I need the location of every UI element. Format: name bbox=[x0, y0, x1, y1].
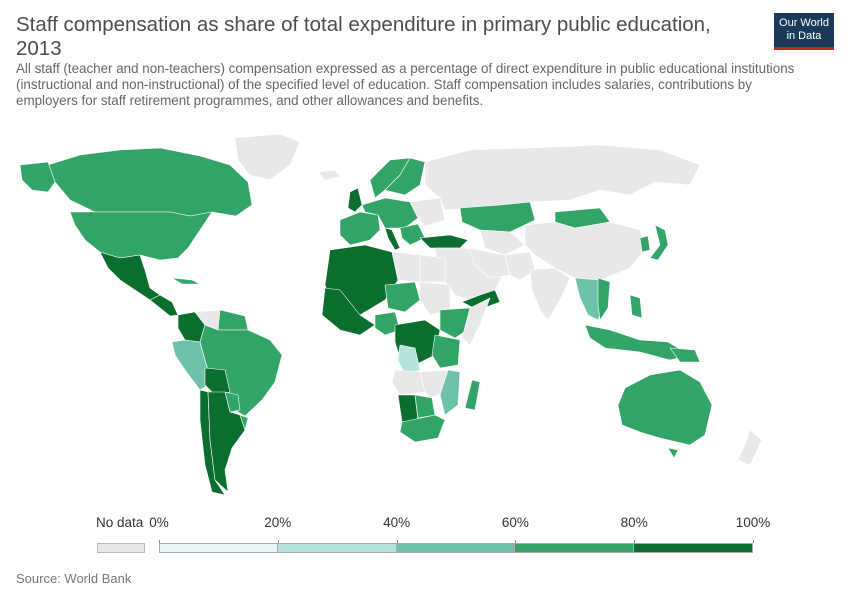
legend-tick-mark bbox=[634, 540, 636, 543]
logo-line-2: in Data bbox=[786, 30, 822, 42]
legend-bin-60-80[interactable] bbox=[515, 543, 635, 553]
cuba bbox=[171, 277, 201, 285]
guianas bbox=[217, 309, 249, 331]
australia bbox=[617, 369, 713, 446]
color-legend: No data 0% 20% 40% 60% 80% 100% bbox=[0, 505, 850, 565]
world-map[interactable] bbox=[0, 120, 850, 500]
legend-nodata-swatch[interactable] bbox=[97, 543, 145, 553]
argentina bbox=[207, 391, 246, 493]
legend-tick-label: 0% bbox=[149, 515, 169, 530]
mexico bbox=[99, 251, 161, 301]
mozambique bbox=[439, 369, 461, 416]
central-america bbox=[149, 294, 179, 317]
philippines bbox=[629, 294, 643, 319]
usa bbox=[69, 211, 213, 261]
tasmania bbox=[667, 447, 679, 459]
kazakhstan bbox=[459, 201, 536, 233]
west-africa bbox=[321, 287, 376, 336]
alaska bbox=[19, 161, 56, 193]
legend-tick-mark bbox=[277, 540, 279, 543]
legend-tick-label: 20% bbox=[264, 515, 292, 530]
uk bbox=[347, 187, 363, 213]
greenland bbox=[234, 133, 301, 181]
japan bbox=[649, 224, 669, 261]
legend-bin-40-60[interactable] bbox=[396, 543, 516, 553]
somalia bbox=[461, 297, 491, 346]
namibia bbox=[397, 394, 419, 423]
legend-tick-label: 80% bbox=[620, 515, 648, 530]
legend-bin-20-40[interactable] bbox=[277, 543, 397, 553]
egypt bbox=[419, 254, 446, 283]
uruguay bbox=[239, 414, 249, 431]
vietnam bbox=[597, 277, 611, 321]
afghanistan-pakistan bbox=[504, 251, 536, 281]
owid-logo[interactable]: Our World in Data bbox=[774, 13, 834, 50]
chart-title: Staff compensation as share of total exp… bbox=[16, 13, 711, 60]
legend-tick-label: 60% bbox=[501, 515, 529, 530]
france-spain bbox=[339, 211, 381, 246]
legend-tick-label: 100% bbox=[735, 515, 771, 530]
central-asia bbox=[479, 229, 526, 256]
balkans bbox=[399, 223, 426, 246]
legend-tick-mark bbox=[753, 540, 754, 543]
canada bbox=[47, 147, 253, 217]
legend-bin-0-20[interactable] bbox=[159, 543, 278, 553]
png bbox=[669, 347, 701, 363]
madagascar bbox=[464, 379, 481, 411]
iceland bbox=[317, 169, 341, 181]
india bbox=[529, 267, 571, 321]
brazil bbox=[199, 324, 283, 417]
china bbox=[524, 221, 646, 281]
eastern-europe bbox=[409, 197, 446, 227]
logo-line-1: Our World bbox=[779, 17, 829, 29]
malaysia-indonesia bbox=[584, 324, 691, 361]
niger-chad bbox=[384, 281, 421, 313]
angola bbox=[391, 369, 426, 396]
south-africa bbox=[399, 414, 446, 443]
legend-tick-label: 40% bbox=[383, 515, 411, 530]
east-africa bbox=[431, 334, 461, 369]
chart-subtitle: All staff (teacher and non-teachers) com… bbox=[16, 61, 795, 108]
iran bbox=[467, 247, 511, 279]
legend-bin-80-100[interactable] bbox=[634, 543, 753, 553]
botswana bbox=[414, 394, 436, 419]
korea bbox=[639, 235, 651, 253]
legend-nodata-label: No data bbox=[96, 515, 144, 530]
legend-tick-mark bbox=[159, 540, 160, 543]
nigeria bbox=[374, 311, 401, 336]
italy bbox=[384, 227, 401, 251]
turkey bbox=[419, 234, 469, 249]
legend-tick-mark bbox=[515, 540, 517, 543]
russia bbox=[424, 144, 701, 211]
new-zealand bbox=[737, 429, 763, 466]
legend-tick-mark bbox=[396, 540, 398, 543]
source-note: Source: World Bank bbox=[16, 571, 132, 586]
